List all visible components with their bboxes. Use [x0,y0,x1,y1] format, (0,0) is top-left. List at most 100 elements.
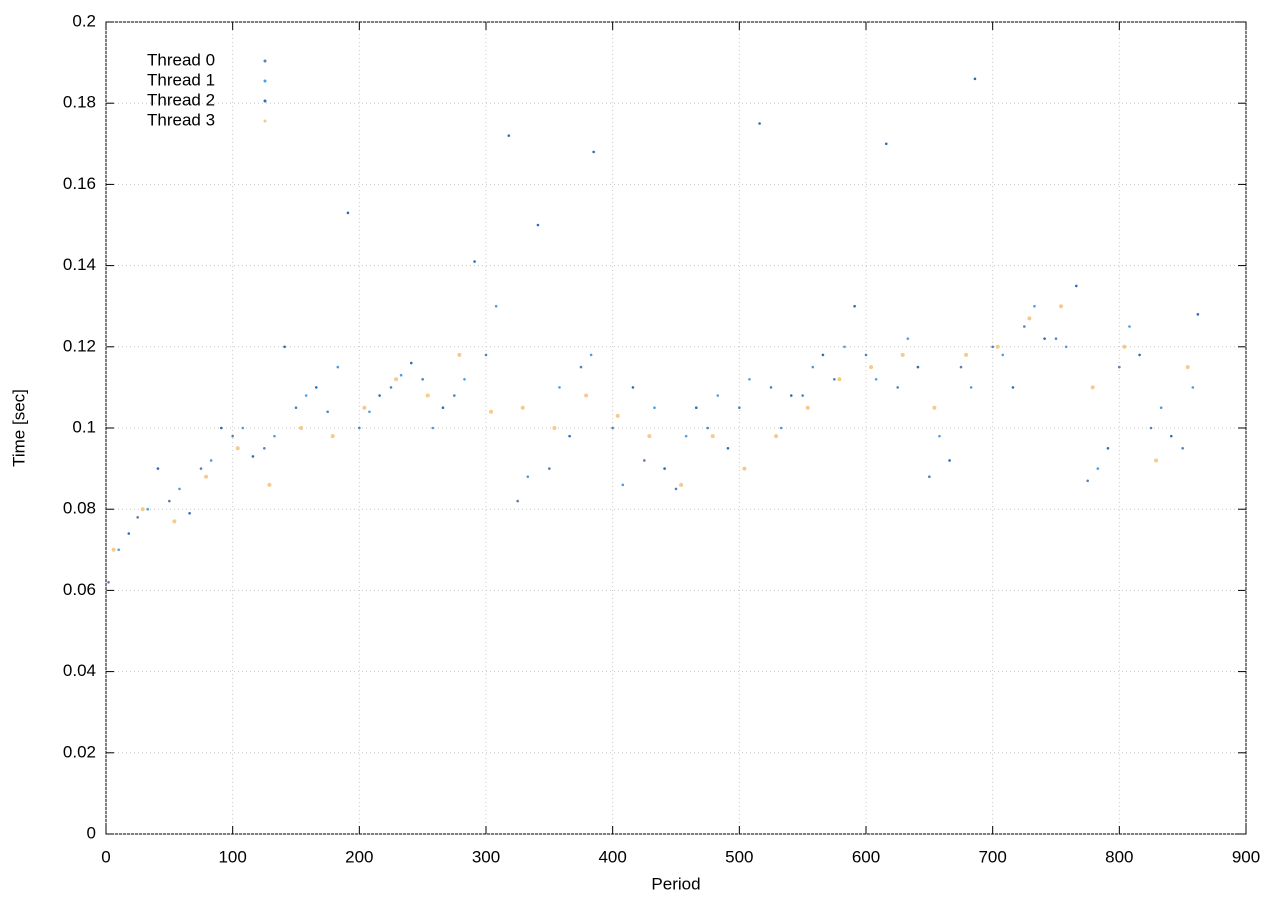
point [362,405,367,410]
point [1059,304,1064,309]
point [864,353,868,357]
point [204,474,209,479]
point [273,434,276,438]
point [520,405,525,410]
point [1149,426,1153,430]
x-axis-label: Period [651,874,700,893]
y-tick-label: 0.04 [63,661,96,680]
point [653,406,656,410]
x-tick-label: 400 [598,847,626,866]
x-tick-label: 200 [345,847,373,866]
x-tick-label: 300 [472,847,500,866]
point [884,142,888,146]
point [463,377,466,381]
point [1011,386,1015,389]
point [558,386,561,389]
point [394,377,399,382]
point [457,352,462,357]
point [330,434,335,439]
point [127,532,131,535]
point [833,377,836,381]
point [489,409,494,414]
point [1090,385,1095,390]
point [326,410,329,414]
point [267,482,272,487]
point [507,134,511,137]
point [251,455,255,458]
point [219,426,223,430]
point [1118,365,1121,369]
point [716,394,720,397]
x-tick-label: 500 [725,847,753,866]
point [1154,458,1159,463]
point [526,475,530,479]
point [959,365,963,369]
point [1001,353,1005,357]
y-tick-label: 0.02 [63,742,96,761]
legend-label: Thread 1 [147,70,215,89]
point [283,345,286,349]
legend-marker [263,119,267,123]
point [611,426,614,430]
x-tick-label: 0 [101,847,110,866]
point [1138,353,1141,357]
legend-label: Thread 2 [147,90,215,109]
point [938,434,941,438]
point [769,386,773,389]
point [811,365,815,369]
point [536,223,540,227]
point [928,475,931,479]
point [592,150,595,154]
y-tick-label: 0.08 [63,499,96,518]
point [389,386,393,389]
point [916,365,920,369]
y-tick-label: 0.14 [63,255,96,274]
x-tick-label: 900 [1232,847,1260,866]
point [263,447,266,450]
point [178,487,181,491]
y-tick-label: 0.1 [72,417,96,436]
point [425,393,430,398]
point [441,406,445,410]
point [589,353,593,357]
point [314,386,318,389]
point [748,377,751,381]
point [779,426,783,430]
point [684,434,688,438]
y-tick-label: 0 [87,823,96,842]
point [789,394,793,397]
point [299,426,304,430]
point [399,373,403,377]
point [1074,284,1078,288]
point [304,394,308,397]
point [758,122,761,125]
point [821,353,825,357]
point [948,459,951,462]
point [663,467,666,470]
point [579,365,583,369]
point [568,434,571,438]
x-tick-label: 700 [978,847,1006,866]
y-tick-label: 0.18 [63,93,96,112]
point [409,361,413,365]
point [742,466,747,471]
point [421,377,424,381]
point [336,365,340,369]
point [932,405,937,410]
point [1159,406,1163,410]
point [1027,316,1032,321]
point [136,516,139,519]
point [621,483,625,487]
point [1064,345,1068,349]
point [494,304,498,308]
point [231,434,234,438]
point [484,353,488,357]
legend-label: Thread 3 [147,110,215,129]
point [710,434,715,439]
point [774,434,779,439]
point [146,507,150,511]
point [378,394,381,397]
point [801,394,804,397]
x-tick-label: 800 [1105,847,1133,866]
